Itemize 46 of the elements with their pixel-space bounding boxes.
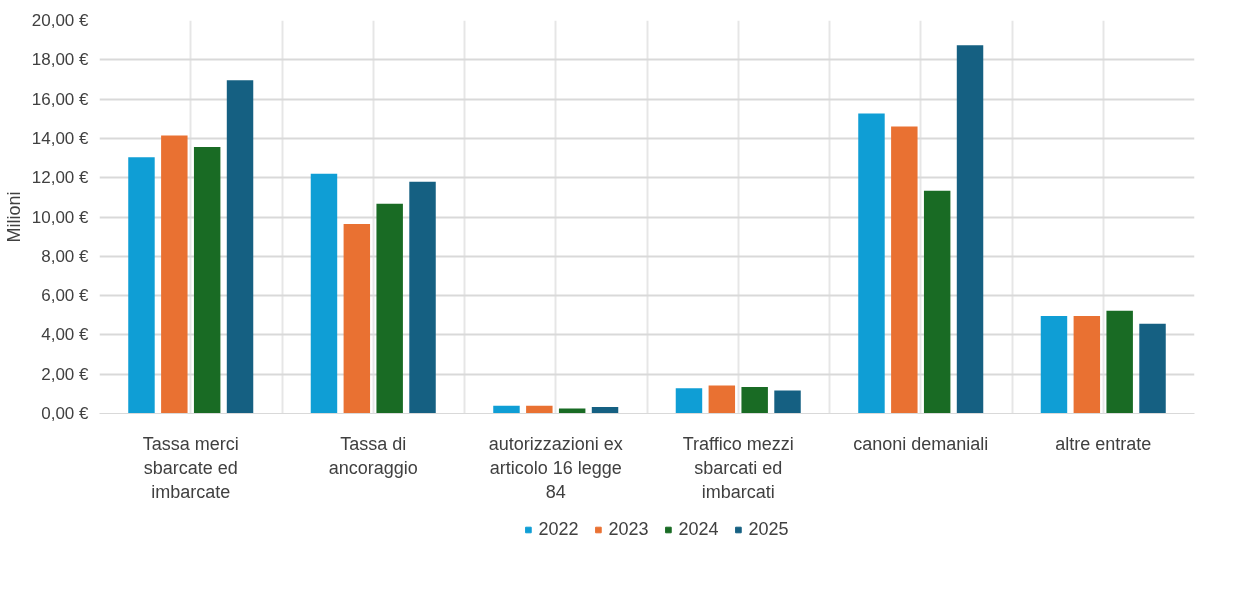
y-tick-label: 14,00 € bbox=[31, 128, 90, 148]
bar bbox=[741, 386, 768, 414]
bar bbox=[1073, 316, 1101, 414]
bar bbox=[1106, 310, 1133, 414]
legend-label: 2025 bbox=[748, 518, 789, 540]
y-tick-label: 20,00 € bbox=[31, 11, 90, 30]
x-tick-label: altre entrate bbox=[1055, 433, 1152, 454]
y-tick-label: 2,00 € bbox=[41, 364, 90, 384]
x-tick-label: canoni demaniali bbox=[853, 433, 989, 454]
bar bbox=[226, 80, 254, 414]
y-tick-label: 16,00 € bbox=[31, 89, 90, 109]
bar bbox=[1040, 316, 1068, 414]
y-tick-label: 8,00 € bbox=[41, 246, 90, 266]
y-tick-label: 18,00 € bbox=[31, 50, 90, 70]
y-axis-title: Milioni bbox=[3, 191, 24, 243]
bar bbox=[591, 407, 619, 414]
x-tick-label: autorizzazioni ex articolo 16 legge 84 bbox=[488, 433, 623, 502]
bar bbox=[128, 157, 155, 414]
y-tick-label: 12,00 € bbox=[31, 168, 90, 188]
bar bbox=[310, 173, 338, 414]
bar bbox=[409, 181, 436, 414]
x-tick-label: Tassa di ancoraggio bbox=[328, 433, 418, 478]
bar bbox=[558, 408, 586, 414]
bar bbox=[161, 135, 188, 414]
bar bbox=[858, 113, 885, 414]
legend-label: 2022 bbox=[538, 518, 579, 540]
bar bbox=[526, 405, 553, 414]
bar bbox=[891, 126, 918, 414]
bar bbox=[708, 385, 736, 414]
x-tick-label: Tassa merci sbarcate ed imbarcate bbox=[142, 433, 239, 502]
bar bbox=[376, 203, 403, 414]
legend-label: 2023 bbox=[608, 518, 649, 540]
legend-label: 2024 bbox=[678, 518, 719, 540]
bar bbox=[774, 390, 801, 414]
y-tick-label: 6,00 € bbox=[41, 286, 90, 306]
bar bbox=[675, 388, 703, 414]
y-tick-label: 0,00 € bbox=[41, 404, 90, 423]
x-tick-label: Traffico mezzi sbarcati ed imbarcati bbox=[682, 433, 794, 502]
bar bbox=[493, 405, 520, 414]
bar bbox=[923, 190, 951, 414]
bar bbox=[1139, 323, 1166, 414]
bar bbox=[343, 224, 371, 414]
y-tick-label: 10,00 € bbox=[31, 207, 90, 227]
bar bbox=[193, 147, 221, 414]
bar bbox=[956, 45, 984, 414]
y-tick-label: 4,00 € bbox=[41, 325, 90, 345]
